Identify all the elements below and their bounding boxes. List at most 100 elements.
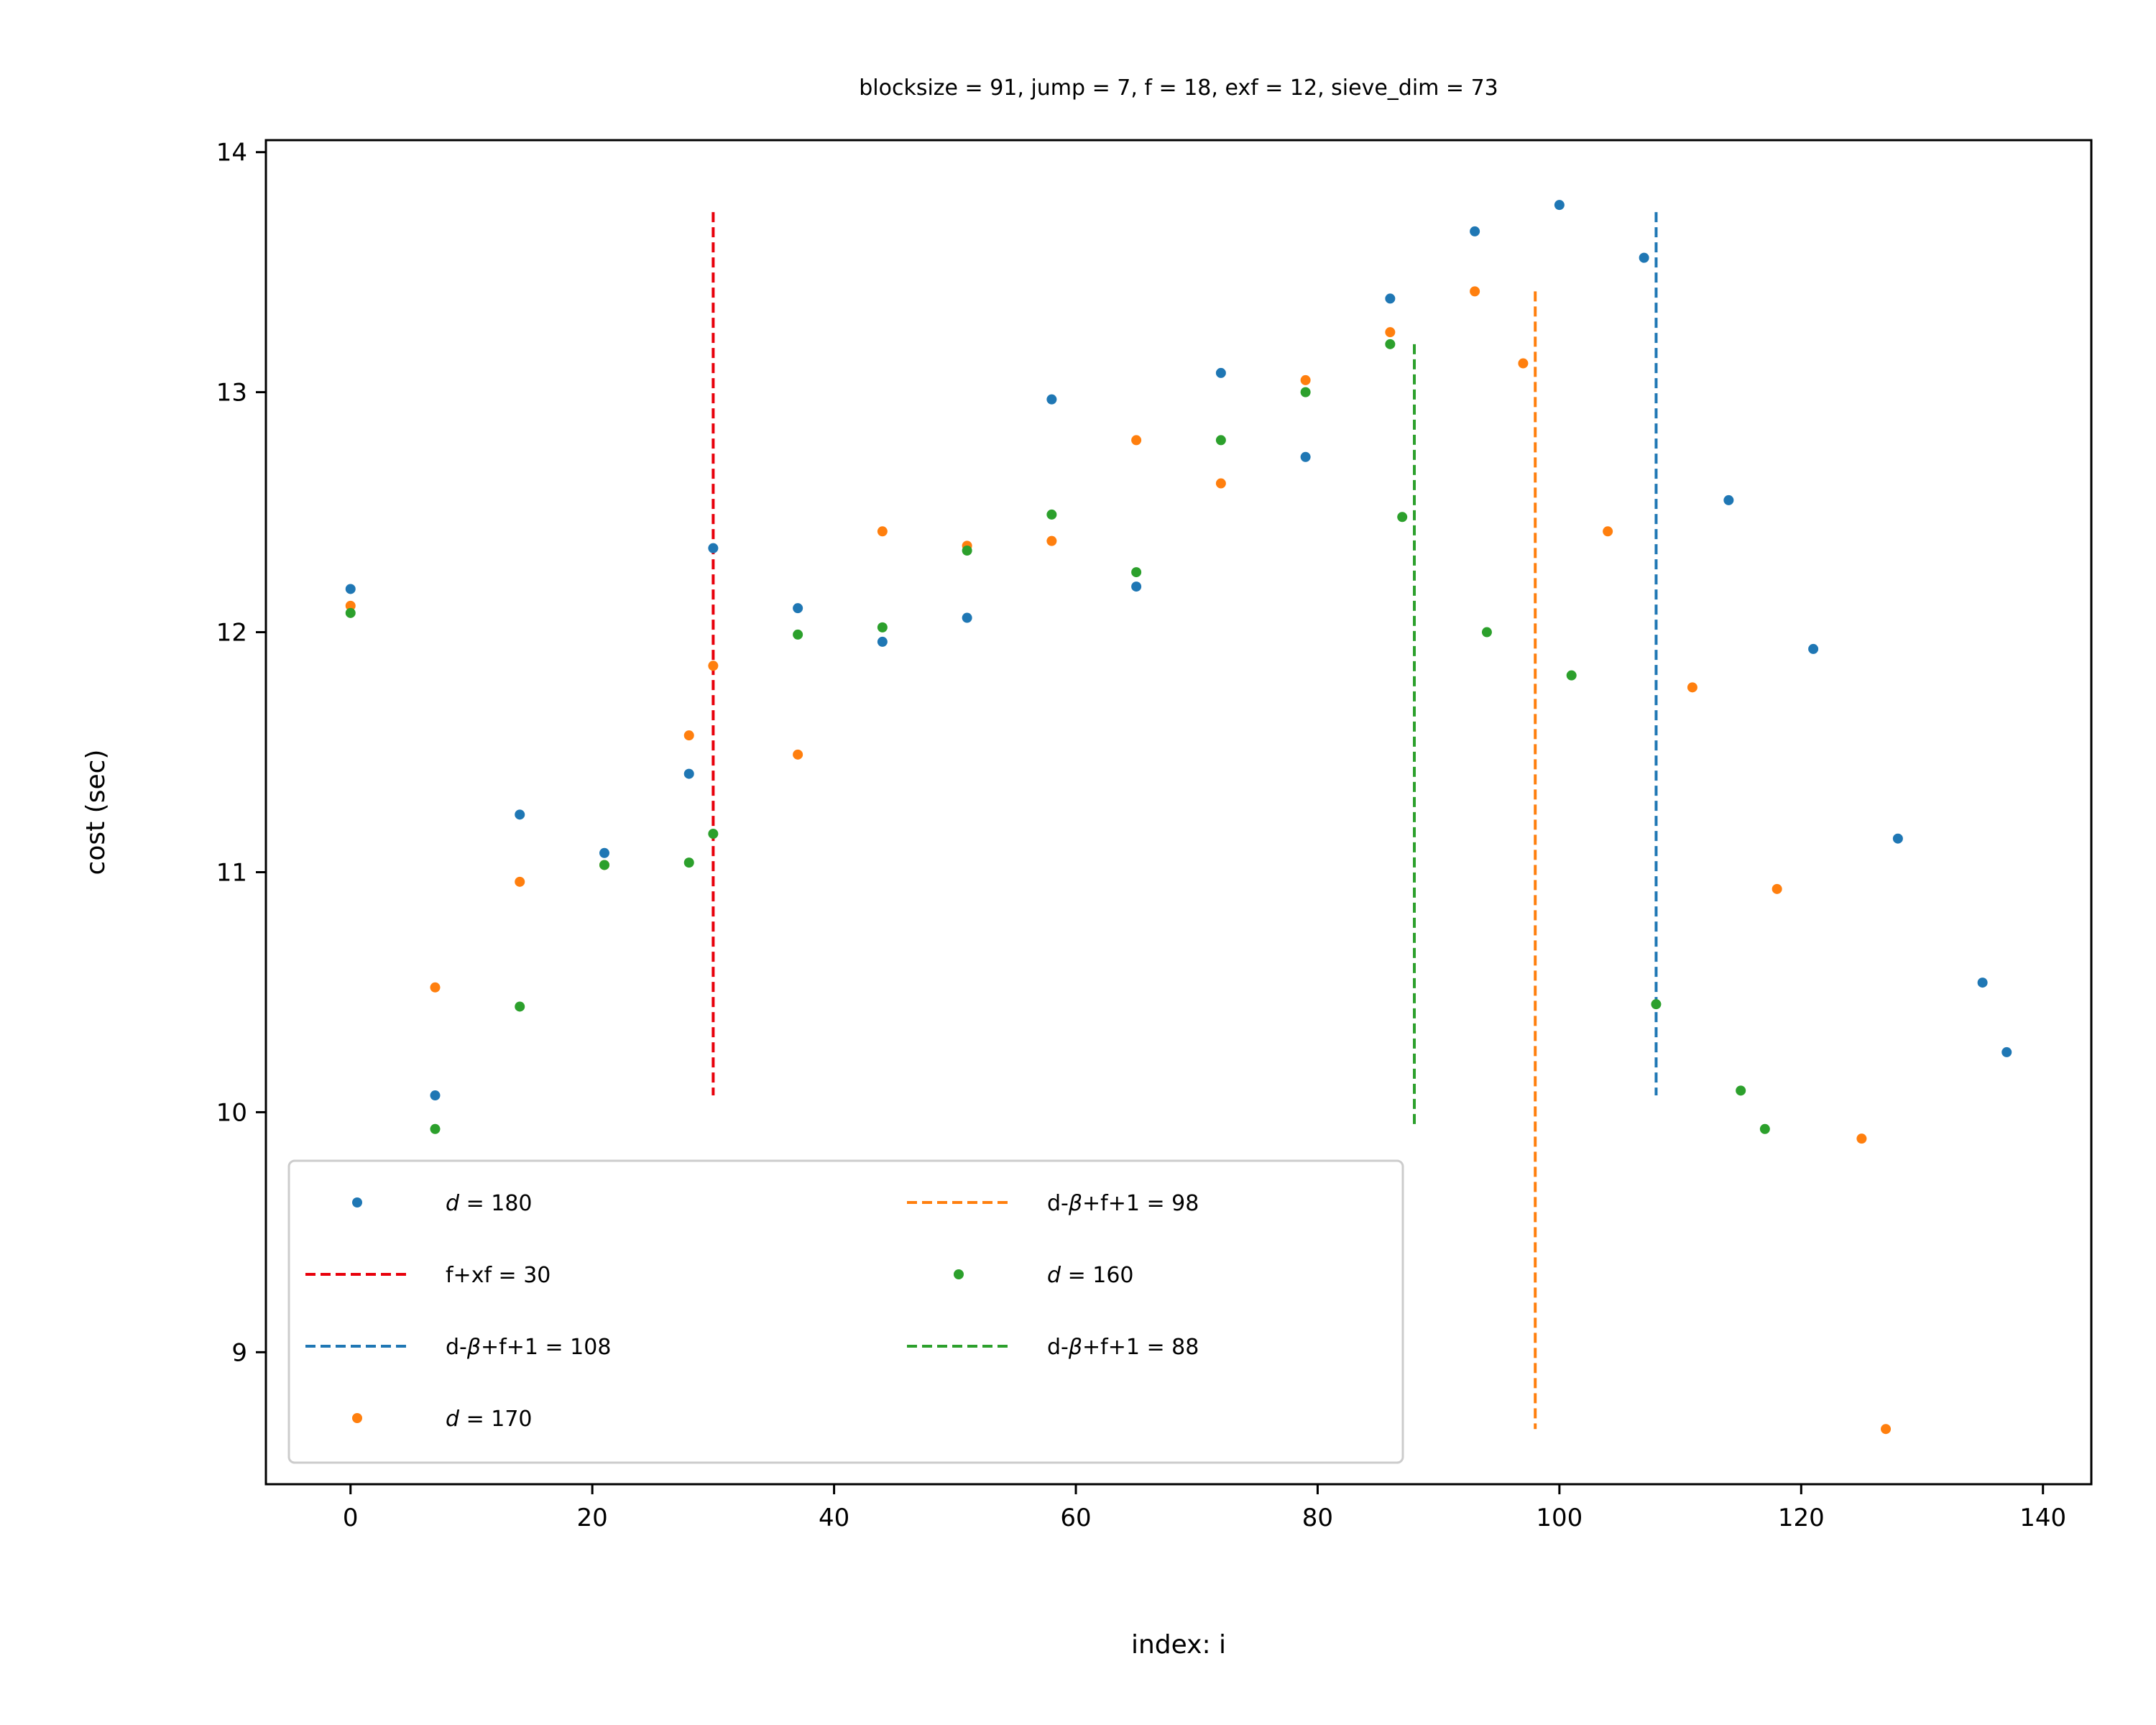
point-series-2	[1046, 509, 1057, 520]
point-series-1	[708, 661, 719, 671]
reference-lines	[711, 212, 1658, 1430]
point-series-2	[793, 629, 803, 640]
legend-item: d-β+f+1 = 98	[907, 1191, 1199, 1216]
point-series-1	[683, 730, 694, 741]
point-series-2	[1215, 435, 1226, 446]
x-tick-label: 80	[1302, 1504, 1333, 1532]
point-series-2	[1131, 567, 1142, 578]
point-series-2	[1566, 670, 1577, 681]
x-tick-label: 100	[1536, 1504, 1583, 1532]
x-tick-label: 120	[1778, 1504, 1825, 1532]
x-tick-label: 140	[2019, 1504, 2066, 1532]
x-tick-label: 60	[1060, 1504, 1091, 1532]
legend-label: d-β+f+1 = 98	[1047, 1191, 1199, 1216]
point-series-0	[793, 603, 803, 614]
x-axis-label: index: i	[1131, 1630, 1226, 1660]
point-series-0	[599, 847, 609, 858]
point-series-2	[962, 546, 972, 556]
point-series-2	[430, 1123, 441, 1134]
point-series-0	[1723, 494, 1734, 505]
legend-item: d-β+f+1 = 88	[907, 1335, 1199, 1360]
legend: d = 180 f+xf = 30 d-β+f+1 = 108 d = 170 d-β+…	[287, 1159, 1404, 1464]
point-series-0	[430, 1090, 441, 1101]
point-series-1	[1518, 358, 1529, 369]
y-tick-label: 9	[231, 1338, 247, 1367]
x-tick-label: 0	[343, 1504, 359, 1532]
y-tick-label: 10	[216, 1098, 247, 1127]
point-series-0	[1977, 978, 1988, 988]
point-series-0	[1808, 643, 1819, 654]
legend-label: f+xf = 30	[446, 1263, 550, 1288]
point-series-1	[1772, 883, 1782, 894]
point-series-0	[1639, 252, 1649, 263]
x-axis-ticks: 0 20 40 60 80 100 120 140	[343, 1484, 2066, 1532]
point-series-0	[515, 809, 525, 820]
point-series-1	[1046, 535, 1057, 546]
legend-label: d-β+f+1 = 88	[1047, 1335, 1199, 1360]
point-series-0	[683, 768, 694, 779]
point-series-0	[2001, 1046, 2012, 1057]
point-series-2	[599, 860, 609, 870]
legend-marker	[352, 1197, 362, 1208]
point-series-2	[1385, 339, 1396, 349]
legend-label: d = 160	[1047, 1263, 1134, 1288]
legend-label: d-β+f+1 = 108	[446, 1335, 611, 1360]
point-series-1	[877, 526, 888, 537]
point-series-2	[1759, 1123, 1770, 1134]
point-series-1	[345, 600, 356, 611]
point-series-2	[1397, 512, 1408, 523]
point-series-0	[1300, 451, 1311, 462]
point-series-1	[515, 876, 525, 887]
point-series-2	[877, 622, 888, 632]
point-series-2	[683, 857, 694, 868]
point-series-1	[1385, 327, 1396, 338]
legend-marker	[352, 1413, 362, 1423]
y-axis-label: cost (sec)	[81, 750, 111, 875]
point-series-0	[345, 584, 356, 594]
point-series-2	[345, 607, 356, 618]
point-series-1	[1881, 1424, 1892, 1435]
point-series-1	[1603, 526, 1613, 537]
point-series-2	[1481, 627, 1492, 638]
point-series-1	[1300, 374, 1311, 385]
point-series-0	[708, 543, 719, 553]
point-series-2	[1736, 1085, 1746, 1096]
x-tick-label: 40	[819, 1504, 849, 1532]
point-series-0	[962, 612, 972, 623]
point-series-2	[515, 1001, 525, 1012]
point-series-1	[1687, 682, 1697, 693]
y-axis-ticks: 9 10 11 12 13 14	[216, 139, 266, 1367]
point-series-1	[793, 749, 803, 760]
point-series-0	[1385, 293, 1396, 304]
chart-title: blocksize = 91, jump = 7, f = 18, exf = …	[859, 75, 1498, 101]
y-tick-label: 12	[216, 619, 247, 648]
legend-item: d = 160	[954, 1263, 1134, 1288]
point-series-1	[1856, 1133, 1867, 1144]
point-series-1	[1215, 478, 1226, 489]
point-series-1	[430, 982, 441, 993]
data-points	[345, 200, 2012, 1435]
point-series-1	[1131, 435, 1142, 446]
point-series-0	[1131, 581, 1142, 592]
point-series-2	[1300, 387, 1311, 397]
point-series-0	[1470, 226, 1480, 236]
point-series-2	[708, 829, 719, 840]
legend-label: d = 170	[446, 1407, 533, 1432]
point-series-0	[1554, 200, 1565, 211]
x-tick-label: 20	[577, 1504, 608, 1532]
legend-marker	[954, 1269, 964, 1279]
point-series-1	[1470, 286, 1480, 297]
y-tick-label: 13	[216, 379, 247, 408]
y-tick-label: 14	[216, 139, 247, 167]
legend-item: d = 170	[352, 1407, 533, 1432]
legend-box	[287, 1159, 1404, 1464]
point-series-0	[877, 636, 888, 647]
legend-item: d = 180	[352, 1191, 533, 1216]
legend-label: d = 180	[446, 1191, 533, 1216]
legend-item: f+xf = 30	[305, 1263, 550, 1288]
point-series-0	[1215, 367, 1226, 378]
y-tick-label: 11	[216, 858, 247, 887]
legend-item: d-β+f+1 = 108	[305, 1335, 611, 1360]
point-series-0	[1892, 833, 1903, 844]
